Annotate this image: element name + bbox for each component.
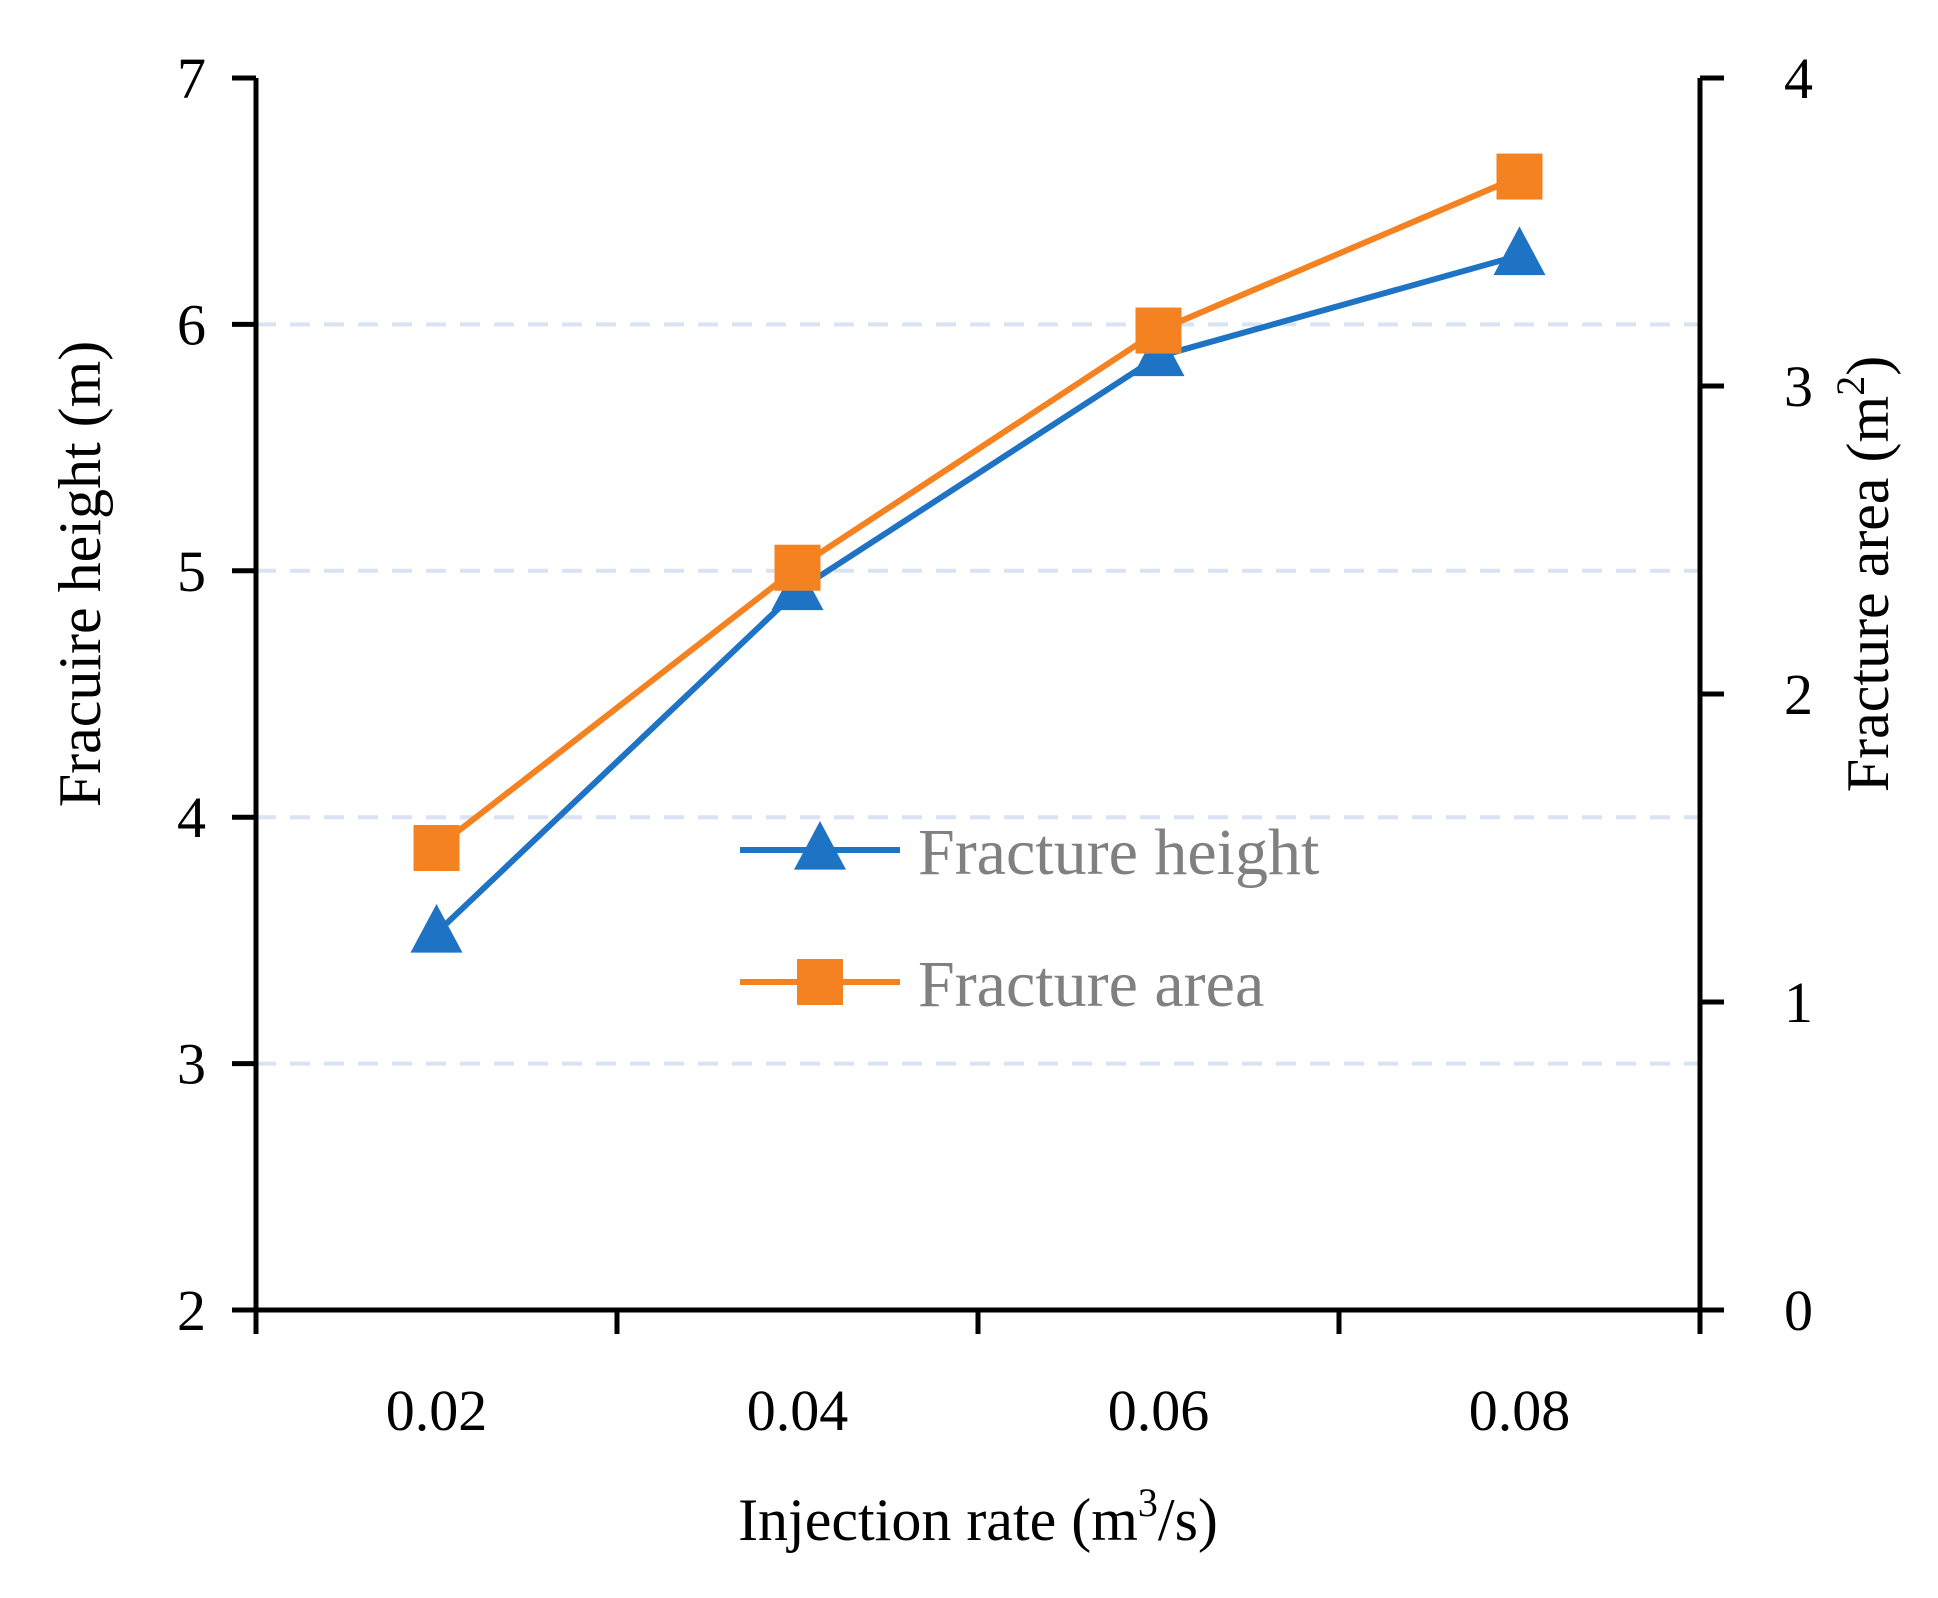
fracture-area-marker [413,825,460,871]
y-right-tick-label: 3 [1784,354,1813,419]
y-left-axis-title: Fracuire height (m) [47,341,113,808]
y-left-tick-label: 6 [177,292,206,357]
y-right-axis-title: Fracture area (m2) [1828,356,1901,792]
legend-fracture-area-marker [797,959,843,1005]
y-left-tick-label: 3 [177,1032,206,1097]
y-left-tick-label: 7 [177,46,206,111]
grid-lines [256,322,1700,1066]
x-tick-label: 0.06 [1108,1378,1210,1443]
fracture-height-line [434,252,1521,936]
fracture-height-marker [1493,226,1546,276]
y-right-tick-label: 1 [1784,970,1813,1035]
x-tick-label: 0.04 [747,1378,849,1443]
legend-fracture-height-marker [794,820,846,870]
x-tick-label: 0.02 [386,1378,488,1443]
fracture-height-marker [410,903,463,953]
legend: Fracture height Fracture area [740,816,1319,1021]
y-right-tick-label: 4 [1784,46,1813,111]
y-left-tick-label: 2 [177,1278,206,1343]
series-layer [410,153,1546,953]
axes: 2 3 4 5 6 7 0 1 2 3 4 0.02 0.04 0.06 0.08 Injection rat… [47,46,1901,1553]
fracture-area-line [434,173,1521,851]
x-axis-title: Injection rate (m3/s) [738,1480,1218,1553]
fracture-area-marker [1496,153,1543,200]
y-right-tick-label: 2 [1784,662,1813,727]
legend-fracture-height-label: Fracture height [918,816,1319,889]
x-tick-label: 0.08 [1469,1378,1571,1443]
legend-fracture-area-label: Fracture area [918,948,1264,1021]
y-left-tick-label: 4 [177,785,206,850]
fracture-area-marker [774,544,821,591]
fracture-area-marker [1135,307,1182,354]
y-left-tick-label: 5 [177,539,206,604]
y-right-tick-label: 0 [1784,1278,1813,1343]
